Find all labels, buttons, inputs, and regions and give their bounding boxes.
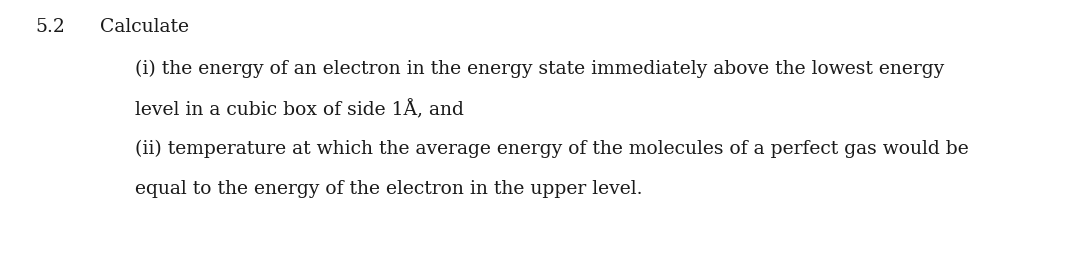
Text: Calculate: Calculate [100, 18, 189, 36]
Text: equal to the energy of the electron in the upper level.: equal to the energy of the electron in t… [135, 180, 643, 198]
Text: (ii) temperature at which the average energy of the molecules of a perfect gas w: (ii) temperature at which the average en… [135, 140, 969, 158]
Text: (i) the energy of an electron in the energy state immediately above the lowest e: (i) the energy of an electron in the ene… [135, 60, 944, 78]
Text: 5.2: 5.2 [35, 18, 65, 36]
Text: level in a cubic box of side 1Å, and: level in a cubic box of side 1Å, and [135, 100, 464, 120]
